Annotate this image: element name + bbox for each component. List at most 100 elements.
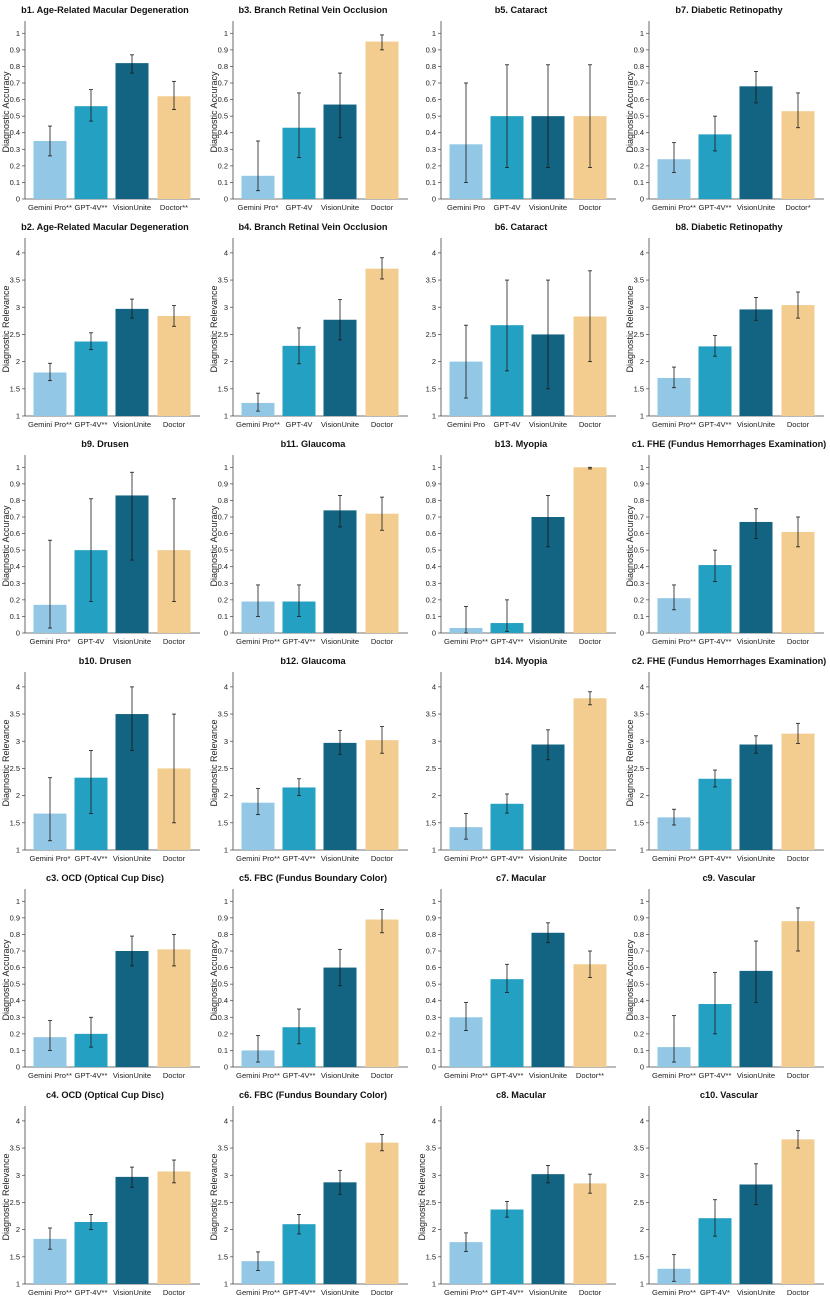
bar-gpt-4v	[698, 778, 732, 850]
category-label: VisionUnite	[321, 1071, 359, 1080]
chart-c3: c3. OCD (Optical Cup Disc) Diagnostic Acc…	[1, 873, 200, 1080]
y-tick-label: 0.5	[634, 112, 644, 121]
y-tick-label: 2.5	[426, 330, 436, 339]
y-tick-label: 1	[16, 1280, 20, 1289]
y-tick-label: 1.5	[426, 818, 436, 827]
y-tick-label: 1	[16, 897, 20, 906]
y-tick-label: 0.8	[10, 496, 20, 505]
y-tick-label: 0.4	[634, 996, 644, 1005]
category-label: VisionUnite	[737, 420, 775, 429]
y-tick-label: 2	[16, 1225, 20, 1234]
y-tick-label: 0	[640, 195, 644, 204]
category-label: VisionUnite	[737, 1071, 775, 1080]
chart-c6: c6. FBC (Fundus Boundary Color) Diagnosti…	[209, 1090, 408, 1297]
category-label: VisionUnite	[737, 854, 775, 863]
category-label: GPT-4V	[493, 420, 521, 429]
category-label: VisionUnite	[113, 203, 151, 212]
y-tick-label: 0.7	[10, 513, 20, 522]
chart-b11: b11. Glaucoma Diagnostic Accuracy 0 0.1 0.2 0…	[209, 439, 408, 646]
y-tick-label: 0.4	[634, 128, 644, 137]
y-tick-label: 0.6	[426, 963, 436, 972]
y-tick-label: 4	[640, 682, 644, 691]
y-tick-label: 4	[16, 1116, 20, 1125]
y-tick-label: 0.1	[426, 612, 436, 621]
bar-doctor	[157, 315, 191, 416]
y-tick-label: 0.2	[218, 595, 228, 604]
y-tick-label: 0.9	[634, 45, 644, 54]
bar-gpt-4v	[490, 1209, 524, 1284]
bar-visionunite	[323, 1182, 357, 1284]
chart-b1: b1. Age-Related Macular Degeneration Diag…	[1, 5, 200, 212]
y-tick-label: 3.5	[634, 276, 644, 285]
y-tick-label: 1.5	[426, 1252, 436, 1261]
chart-title: b5. Cataract	[495, 5, 548, 15]
bar-visionunite	[531, 932, 565, 1067]
y-tick-label: 1	[640, 412, 644, 421]
y-tick-label: 2.5	[218, 330, 228, 339]
chart-title: b13. Myopia	[495, 439, 548, 449]
y-tick-label: 1.5	[10, 1252, 20, 1261]
y-tick-label: 1	[224, 846, 228, 855]
y-tick-label: 1	[432, 1280, 436, 1289]
y-tick-label: 3	[640, 737, 644, 746]
y-tick-label: 3.5	[10, 276, 20, 285]
y-tick-label: 1	[224, 29, 228, 38]
category-label: Doctor*	[785, 203, 810, 212]
y-tick-label: 0	[432, 195, 436, 204]
category-label: Gemini Pro	[447, 203, 485, 212]
y-tick-label: 0.7	[426, 513, 436, 522]
category-label: Doctor	[163, 420, 186, 429]
y-tick-label: 0.7	[634, 513, 644, 522]
y-axis-label: Diagnostic Accuracy	[209, 505, 219, 587]
y-axis-label: Diagnostic Accuracy	[209, 71, 219, 153]
chart-title: b14. Myopia	[495, 656, 548, 666]
bar-gpt-4v	[74, 341, 108, 416]
category-label: Gemini Pro	[447, 420, 485, 429]
y-tick-label: 0.7	[634, 947, 644, 956]
chart-title: c5. FBC (Fundus Boundary Color)	[239, 873, 387, 883]
category-label: Gemini Pro**	[236, 854, 280, 863]
y-tick-label: 0.7	[218, 513, 228, 522]
y-tick-label: 0.9	[10, 913, 20, 922]
category-label: Gemini Pro**	[28, 1071, 72, 1080]
y-tick-label: 0.5	[218, 546, 228, 555]
y-tick-label: 2	[432, 1225, 436, 1234]
y-tick-label: 0.4	[218, 562, 228, 571]
category-label: GPT-4V**	[491, 637, 524, 646]
category-label: Doctor	[163, 854, 186, 863]
y-tick-label: 0.9	[10, 45, 20, 54]
category-label: Gemini Pro**	[652, 420, 696, 429]
bar-doctor	[365, 740, 399, 850]
y-axis-label: Diagnostic Relevance	[1, 285, 11, 372]
y-tick-label: 1	[640, 846, 644, 855]
chart-title: c4. OCD (Optical Cup Disc)	[46, 1090, 164, 1100]
chart-b2: b2. Age-Related Macular Degeneration Diag…	[1, 222, 200, 429]
y-tick-label: 0	[224, 195, 228, 204]
category-label: VisionUnite	[321, 420, 359, 429]
bar-doctor	[573, 1183, 607, 1284]
bar-visionunite	[739, 309, 773, 416]
y-tick-label: 0.1	[218, 612, 228, 621]
y-tick-label: 0.2	[10, 161, 20, 170]
chart-title: b1. Age-Related Macular Degeneration	[21, 5, 189, 15]
bar-visionunite	[739, 521, 773, 633]
y-tick-label: 0.5	[634, 546, 644, 555]
y-tick-label: 1.5	[426, 384, 436, 393]
chart-b7: b7. Diabetic Retinopathy Diagnostic Accur…	[625, 5, 824, 212]
y-tick-label: 1.5	[218, 818, 228, 827]
y-tick-label: 4	[432, 1116, 436, 1125]
category-label: Gemini Pro**	[652, 1288, 696, 1297]
y-tick-label: 1.5	[634, 384, 644, 393]
category-label: VisionUnite	[321, 1288, 359, 1297]
category-label: GPT-4V**	[491, 1288, 524, 1297]
y-tick-label: 1	[224, 412, 228, 421]
y-tick-label: 2.5	[218, 1198, 228, 1207]
category-label: Doctor	[371, 1288, 394, 1297]
bar-visionunite	[739, 86, 773, 199]
y-tick-label: 0.3	[634, 1013, 644, 1022]
category-label: Doctor	[787, 1288, 810, 1297]
y-tick-label: 0.3	[218, 579, 228, 588]
y-tick-label: 0.2	[10, 1029, 20, 1038]
category-label: Doctor**	[160, 203, 188, 212]
y-tick-label: 2	[640, 1225, 644, 1234]
